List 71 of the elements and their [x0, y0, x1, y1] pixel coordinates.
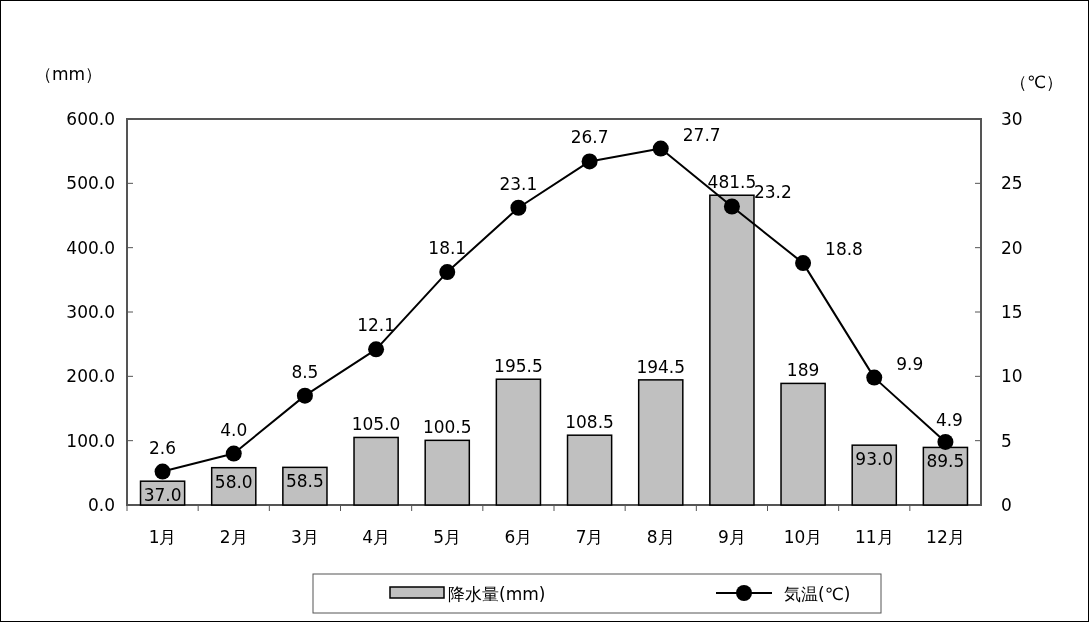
legend-label: 気温(℃) — [784, 584, 851, 604]
data-label: 12.1 — [357, 315, 396, 336]
data-label: 58.5 — [285, 471, 324, 492]
x-tick-label: 3月 — [291, 527, 319, 547]
data-label: 4.0 — [220, 419, 248, 440]
y-tick-label: 300.0 — [66, 302, 115, 322]
x-tick-label: 8月 — [646, 527, 675, 547]
bar — [780, 382, 826, 506]
data-label: 189 — [786, 360, 820, 381]
x-tick-label: 9月 — [718, 527, 746, 547]
data-label: 37.0 — [143, 485, 182, 506]
y-tick-label: 0.0 — [87, 495, 115, 515]
point — [368, 341, 385, 358]
point — [866, 369, 883, 386]
data-label: 27.7 — [682, 124, 721, 145]
y2-tick-label: 10 — [1001, 366, 1023, 387]
point — [937, 433, 954, 450]
point — [652, 140, 669, 157]
data-label: 18.1 — [428, 238, 467, 259]
data-label: 9.9 — [896, 353, 924, 374]
y-tick-label: 400.0 — [66, 237, 115, 258]
x-tick-label: 11月 — [854, 527, 894, 547]
data-label: 23.1 — [499, 173, 538, 194]
x-tick-label: 10月 — [783, 527, 823, 547]
data-label: 58.0 — [214, 471, 253, 492]
bar — [424, 439, 471, 506]
point — [510, 199, 527, 216]
data-label: 100.5 — [422, 417, 472, 438]
data-label: 108.5 — [565, 412, 614, 433]
data-label: 4.9 — [935, 409, 963, 430]
bar — [637, 379, 684, 506]
data-label: 26.7 — [570, 127, 609, 148]
point — [225, 445, 242, 462]
data-label: 2.6 — [149, 437, 177, 458]
y2-tick-label: 20 — [1001, 237, 1023, 258]
bar — [495, 378, 542, 506]
data-label: 195.5 — [494, 356, 543, 377]
y-axis-title: （mm） — [35, 64, 103, 84]
y-tick-label: 600.0 — [66, 109, 115, 129]
y2-tick-label: 30 — [1001, 109, 1023, 129]
point — [154, 463, 171, 480]
y-tick-label: 500.0 — [66, 173, 115, 194]
y-tick-label: 100.0 — [66, 430, 115, 451]
data-label: 194.5 — [636, 356, 686, 377]
x-tick-label: 2月 — [219, 527, 248, 547]
x-tick-label: 12月 — [926, 527, 965, 547]
y2-tick-label: 0 — [1001, 495, 1012, 515]
point — [439, 264, 456, 281]
point — [723, 198, 740, 215]
data-label: 8.5 — [291, 361, 319, 382]
data-label: 18.8 — [825, 239, 863, 260]
point — [296, 387, 313, 404]
bar — [566, 434, 613, 506]
y2-tick-label: 5 — [1001, 430, 1012, 451]
bar — [353, 436, 399, 506]
data-label: 89.5 — [926, 451, 965, 472]
y2-tick-label: 15 — [1001, 302, 1023, 322]
point — [795, 255, 812, 272]
x-tick-label: 6月 — [504, 527, 533, 547]
data-label: 105.0 — [351, 414, 401, 435]
y2-axis-title: （℃） — [1010, 72, 1064, 92]
x-tick-label: 4月 — [362, 527, 390, 547]
data-label: 93.0 — [855, 449, 894, 470]
y2-tick-label: 25 — [1001, 173, 1023, 194]
bar — [851, 444, 898, 506]
x-tick-label: 7月 — [575, 527, 604, 547]
legend-label: 降水量(mm) — [448, 584, 546, 604]
y-tick-label: 200.0 — [66, 366, 115, 387]
point — [581, 153, 598, 170]
x-tick-label: 5月 — [433, 527, 462, 547]
x-tick-label: 1月 — [148, 527, 177, 547]
